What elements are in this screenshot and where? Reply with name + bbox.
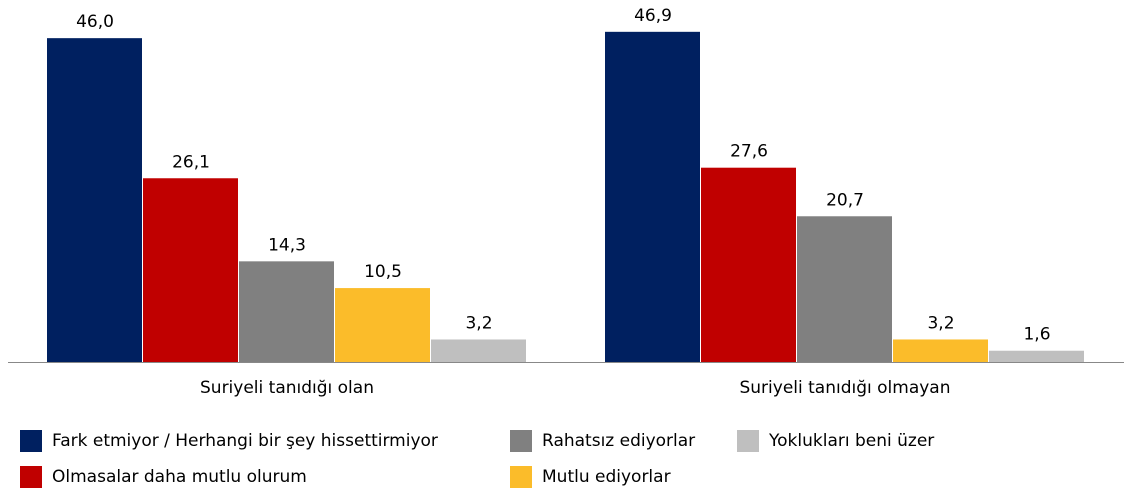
bar — [143, 178, 238, 362]
legend-swatch — [737, 430, 759, 452]
value-label: 3,2 — [927, 313, 954, 333]
bar — [605, 31, 700, 362]
legend-swatch — [510, 430, 532, 452]
bar — [893, 339, 988, 362]
bar — [47, 38, 142, 362]
bar — [989, 350, 1084, 362]
bar — [239, 261, 334, 362]
value-label: 10,5 — [364, 262, 402, 282]
value-label: 3,2 — [465, 313, 492, 333]
legend-swatch — [20, 466, 42, 488]
value-label: 1,6 — [1023, 325, 1050, 345]
bar — [431, 339, 526, 362]
value-label: 46,9 — [634, 6, 672, 26]
value-label: 27,6 — [730, 142, 768, 162]
x-tick-label: Suriyeli tanıdığı olan — [200, 378, 374, 398]
legend-swatch — [20, 430, 42, 452]
value-label: 14,3 — [268, 235, 306, 255]
bar — [701, 167, 796, 362]
legend-label: Yoklukları beni üzer — [768, 431, 934, 451]
x-tick-label: Suriyeli tanıdığı olmayan — [739, 378, 950, 398]
legend-label: Olmasalar daha mutlu olurum — [52, 467, 307, 487]
bar — [797, 216, 892, 362]
value-label: 46,0 — [76, 12, 114, 32]
legend-label: Fark etmiyor / Herhangi bir şey hissetti… — [52, 431, 438, 451]
value-label: 20,7 — [826, 190, 864, 210]
legend-label: Mutlu ediyorlar — [542, 467, 671, 487]
legend-swatch — [510, 466, 532, 488]
bar — [335, 288, 430, 362]
legend-label: Rahatsız ediyorlar — [542, 431, 695, 451]
value-label: 26,1 — [172, 152, 210, 172]
